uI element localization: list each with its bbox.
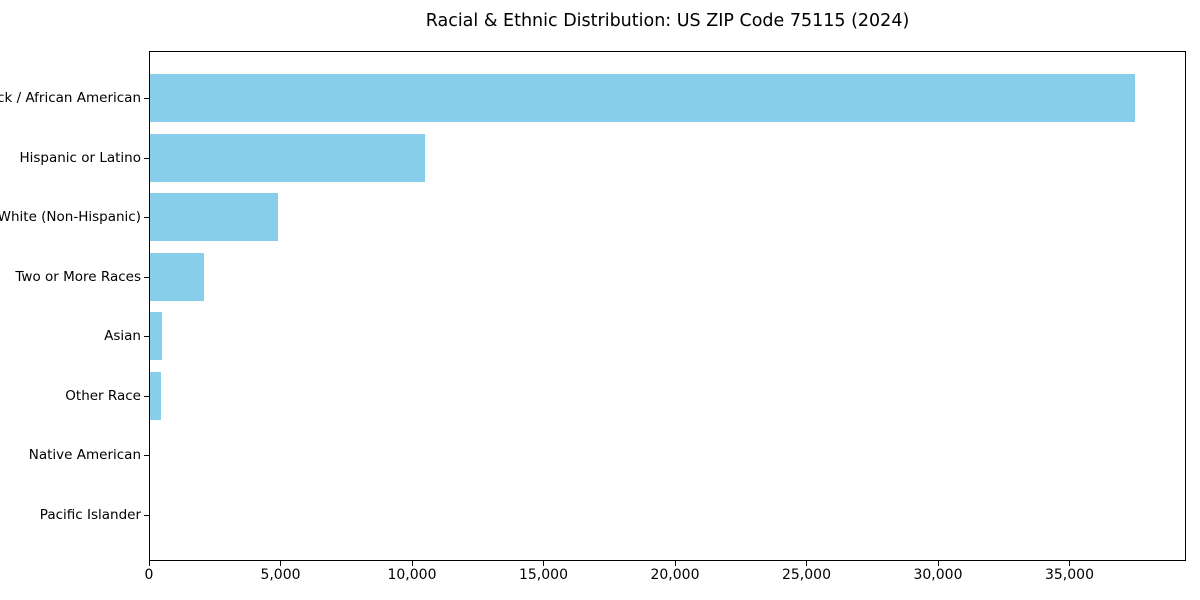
bar-asian	[150, 312, 162, 361]
category-label: Native American	[28, 447, 141, 464]
y-tick-mark	[144, 217, 149, 219]
x-tick-label: 20,000	[650, 567, 700, 583]
x-tick-mark	[1069, 561, 1071, 566]
category-label: Other Race	[65, 387, 141, 404]
bar-two-or-more-races	[150, 252, 204, 301]
x-tick-mark	[149, 561, 150, 566]
y-tick-mark	[144, 157, 149, 159]
x-tick-mark	[543, 561, 545, 566]
category-label: Asian	[104, 328, 141, 345]
category-label: Black / African American	[0, 90, 141, 106]
x-tick-mark	[806, 561, 808, 566]
x-tick-label: 5,000	[260, 567, 301, 583]
x-tick-mark	[937, 561, 939, 566]
x-tick-label: 0	[144, 567, 154, 583]
x-tick-label: 25,000	[781, 567, 831, 583]
x-tick-label: 35,000	[1044, 567, 1094, 583]
bar-white-non-hispanic	[150, 193, 278, 242]
category-label: Two or More Races	[15, 268, 141, 285]
bar-other-race	[150, 371, 161, 420]
bar-black-african-american	[150, 74, 1135, 122]
category-label: Hispanic or Latino	[19, 149, 141, 166]
x-tick-label: 15,000	[518, 567, 568, 583]
chart-title: Racial & Ethnic Distribution: US ZIP Cod…	[425, 11, 910, 31]
x-tick-mark	[411, 561, 413, 566]
x-tick-label: 30,000	[913, 567, 963, 583]
x-tick-mark	[674, 561, 676, 566]
y-tick-mark	[144, 98, 149, 99]
category-label: Pacific Islander	[39, 506, 141, 523]
y-tick-mark	[144, 514, 149, 516]
y-tick-mark	[144, 276, 149, 278]
category-label: White (Non-Hispanic)	[0, 209, 141, 226]
y-tick-mark	[144, 395, 149, 397]
y-tick-mark	[144, 336, 149, 338]
y-tick-mark	[144, 455, 149, 457]
x-tick-mark	[280, 561, 282, 566]
plot-area	[149, 51, 1186, 561]
x-tick-label: 10,000	[387, 567, 437, 583]
bar-hispanic-or-latino	[150, 133, 425, 182]
